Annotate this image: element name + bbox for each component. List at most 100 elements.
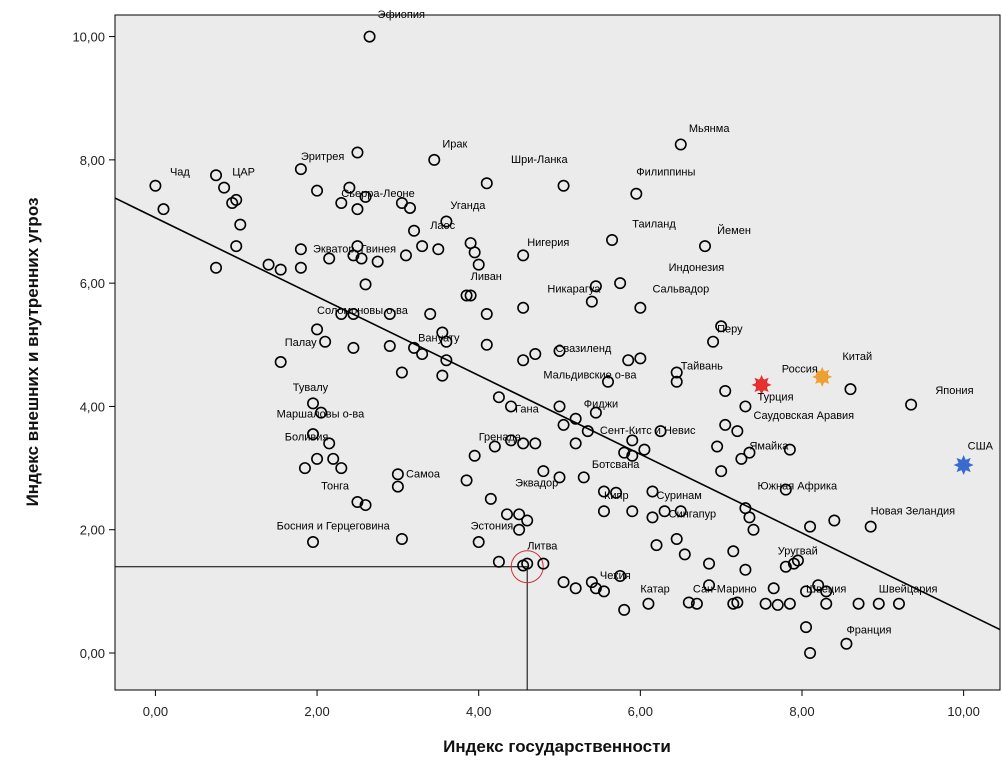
point-label: Лаос [430, 220, 455, 232]
data-point [711, 440, 724, 453]
data-point [408, 224, 421, 237]
data-point [307, 536, 320, 549]
y-tick-label: 4,00 [80, 399, 105, 414]
data-point [569, 412, 582, 425]
data-point [804, 647, 817, 660]
point-label: Тувалу [293, 382, 329, 394]
data-point [654, 425, 667, 438]
point-label: Фиджи [584, 399, 618, 411]
point-label: Босния и Герцеговина [277, 521, 391, 533]
data-point [585, 295, 598, 308]
data-point [347, 341, 360, 354]
y-tick-label: 2,00 [80, 523, 105, 538]
data-point [492, 555, 505, 568]
data-point [230, 193, 243, 206]
data-point [468, 246, 481, 259]
point-label: Вануату [418, 333, 460, 345]
point-label: Ирак [442, 139, 467, 151]
y-tick-label: 6,00 [80, 276, 105, 291]
data-point [670, 366, 683, 379]
data-point [359, 278, 372, 291]
data-point [597, 505, 610, 518]
data-point [589, 406, 602, 419]
x-tick-label: 6,00 [628, 704, 653, 719]
point-label: Саудовская Аравия [753, 410, 854, 422]
data-point [505, 400, 518, 413]
data-point [715, 320, 728, 333]
data-point [359, 499, 372, 512]
data-point [351, 240, 364, 253]
data-point [274, 356, 287, 369]
point-label: Маршаловы о-ва [277, 409, 365, 421]
point-label: Сальвадор [652, 283, 709, 295]
data-point [347, 307, 360, 320]
data-point [674, 138, 687, 151]
data-point [719, 418, 732, 431]
data-point [424, 307, 437, 320]
data-point [905, 398, 918, 411]
data-point [335, 307, 348, 320]
data-point [468, 449, 481, 462]
data-point [319, 335, 332, 348]
data-point [391, 468, 404, 481]
point-label: Ботсвана [592, 459, 640, 471]
data-point [436, 369, 449, 382]
data-point [569, 582, 582, 595]
x-tick-label: 4,00 [466, 704, 491, 719]
data-point [355, 252, 368, 265]
point-label: Сьерра-Леоне [341, 188, 414, 200]
point-label: Эквадор [515, 478, 558, 490]
data-point [658, 505, 671, 518]
data-point [638, 443, 651, 456]
data-point [743, 511, 756, 524]
data-point [634, 352, 647, 365]
data-point [791, 554, 804, 567]
data-point [210, 169, 223, 182]
point-label: Тайвань [681, 360, 723, 372]
data-point [403, 201, 416, 214]
data-point [622, 354, 635, 367]
x-tick-label: 0,00 [143, 704, 168, 719]
data-point [472, 258, 485, 271]
data-point [395, 532, 408, 545]
data-point [327, 452, 340, 465]
point-label: Нигерия [527, 237, 569, 249]
data-point [626, 434, 639, 447]
data-point [294, 163, 307, 176]
data-point [828, 514, 841, 527]
data-point [480, 338, 493, 351]
data-point [395, 366, 408, 379]
data-point [804, 520, 817, 533]
point-label: Ямайка [749, 441, 789, 453]
x-tick-label: 2,00 [304, 704, 329, 719]
data-point [626, 505, 639, 518]
data-point [812, 579, 825, 592]
data-point [589, 582, 602, 595]
data-point [323, 437, 336, 450]
data-point [557, 179, 570, 192]
data-point [230, 240, 243, 253]
data-point [783, 443, 796, 456]
point-label: Сент-Китс и Невис [600, 425, 696, 437]
data-point [416, 240, 429, 253]
data-point [703, 557, 716, 570]
point-label: Мальдивские о-ва [543, 370, 637, 382]
point-label: Палау [285, 337, 317, 349]
point-label: Чехия [600, 570, 631, 582]
data-point [537, 557, 550, 570]
point-label: Чад [170, 166, 190, 178]
point-label: Таиланд [632, 219, 676, 231]
point-label: Уганда [450, 200, 486, 212]
data-point [852, 597, 865, 610]
data-point [630, 187, 643, 200]
data-point [440, 215, 453, 228]
data-point [383, 307, 396, 320]
data-point [537, 465, 550, 478]
data-point [597, 485, 610, 498]
data-point [650, 539, 663, 552]
data-point [416, 348, 429, 361]
point-label: Южная Африка [758, 481, 839, 493]
point-label: Боливия [285, 431, 329, 443]
data-point [460, 474, 473, 487]
